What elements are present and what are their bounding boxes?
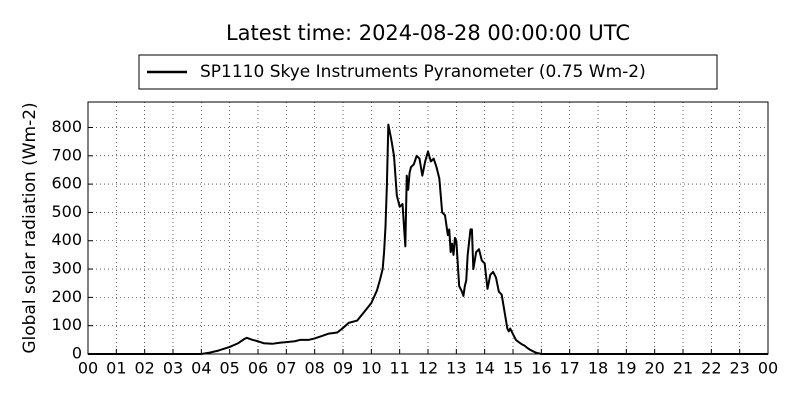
y-tick-label: 200 <box>51 287 82 306</box>
x-tick-label: 07 <box>276 359 296 378</box>
x-tick-label: 15 <box>503 359 523 378</box>
x-tick-label: 11 <box>389 359 409 378</box>
x-tick-label: 04 <box>191 359 211 378</box>
x-tick-label: 16 <box>531 359 551 378</box>
x-tick-label: 00 <box>78 359 98 378</box>
x-tick-label: 09 <box>333 359 353 378</box>
x-tick-label: 23 <box>729 359 749 378</box>
y-tick-label: 0 <box>72 344 82 363</box>
x-tick-label: 20 <box>644 359 664 378</box>
plot-frame <box>87 101 769 355</box>
x-tick-label: 03 <box>163 359 183 378</box>
y-tick-label: 500 <box>51 202 82 221</box>
legend-label: SP1110 Skye Instruments Pyranometer (0.7… <box>200 62 646 82</box>
x-tick-label: 10 <box>361 359 381 378</box>
x-tick-label: 08 <box>304 359 324 378</box>
x-tick-label: 17 <box>559 359 579 378</box>
x-tick-label: 21 <box>673 359 693 378</box>
y-tick-label: 400 <box>51 230 82 249</box>
y-tick-label: 600 <box>51 174 82 193</box>
y-tick-label: 800 <box>51 117 82 136</box>
x-tick-label: 19 <box>616 359 636 378</box>
x-tick-label: 05 <box>219 359 239 378</box>
x-tick-label: 06 <box>248 359 268 378</box>
x-tick-label: 00 <box>758 359 778 378</box>
chart-title: Latest time: 2024-08-28 00:00:00 UTC <box>226 21 630 45</box>
x-tick-label: 12 <box>418 359 438 378</box>
y-axis-label: Global solar radiation (Wm-2) <box>20 102 40 353</box>
legend-box <box>138 54 718 90</box>
y-tick-label: 100 <box>51 315 82 334</box>
y-tick-label: 700 <box>51 145 82 164</box>
y-tick-label: 300 <box>51 259 82 278</box>
x-tick-label: 02 <box>134 359 154 378</box>
x-tick-label: 13 <box>446 359 466 378</box>
data-line <box>88 123 768 355</box>
x-tick-label: 14 <box>474 359 494 378</box>
x-tick-label: 01 <box>106 359 126 378</box>
x-tick-label: 18 <box>588 359 608 378</box>
x-tick-label: 22 <box>701 359 721 378</box>
